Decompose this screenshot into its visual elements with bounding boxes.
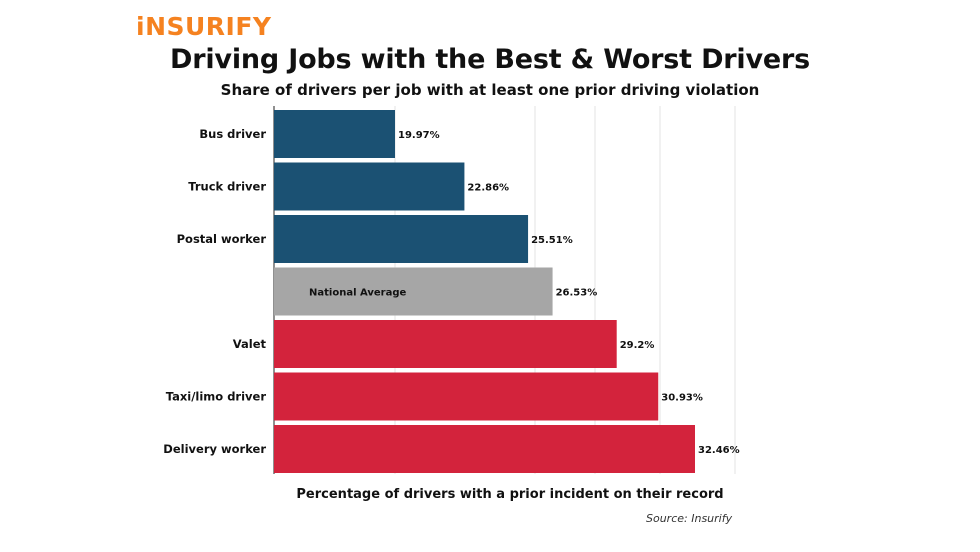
bar <box>274 320 617 368</box>
data-label: 29.2% <box>620 340 655 351</box>
chart-subtitle: Share of drivers per job with at least o… <box>220 81 760 99</box>
data-label: 22.86% <box>467 183 509 194</box>
bar <box>274 215 529 263</box>
source-note: Source: Insurify <box>646 512 733 525</box>
category-label: Postal worker <box>177 232 267 246</box>
category-label: Bus driver <box>199 127 266 141</box>
data-label: 25.51% <box>531 235 573 246</box>
bar <box>274 425 695 473</box>
data-label: 19.97% <box>398 130 440 141</box>
category-label: Taxi/limo driver <box>166 390 267 404</box>
category-label: Truck driver <box>188 180 266 194</box>
bar <box>274 372 659 421</box>
bar <box>274 267 553 316</box>
x-axis-label: Percentage of drivers with a prior incid… <box>296 487 724 502</box>
category-label: Delivery worker <box>163 442 266 456</box>
chart-title: Driving Jobs with the Best & Worst Drive… <box>170 44 810 75</box>
data-label: 30.93% <box>661 393 703 404</box>
data-label: 26.53% <box>556 288 598 299</box>
category-label: National Average <box>309 288 406 299</box>
data-label: 32.46% <box>698 445 740 456</box>
bar <box>274 110 395 158</box>
bar <box>274 162 465 211</box>
category-label: Valet <box>233 337 267 351</box>
insurify-logo: iNSURIFY <box>136 12 272 41</box>
